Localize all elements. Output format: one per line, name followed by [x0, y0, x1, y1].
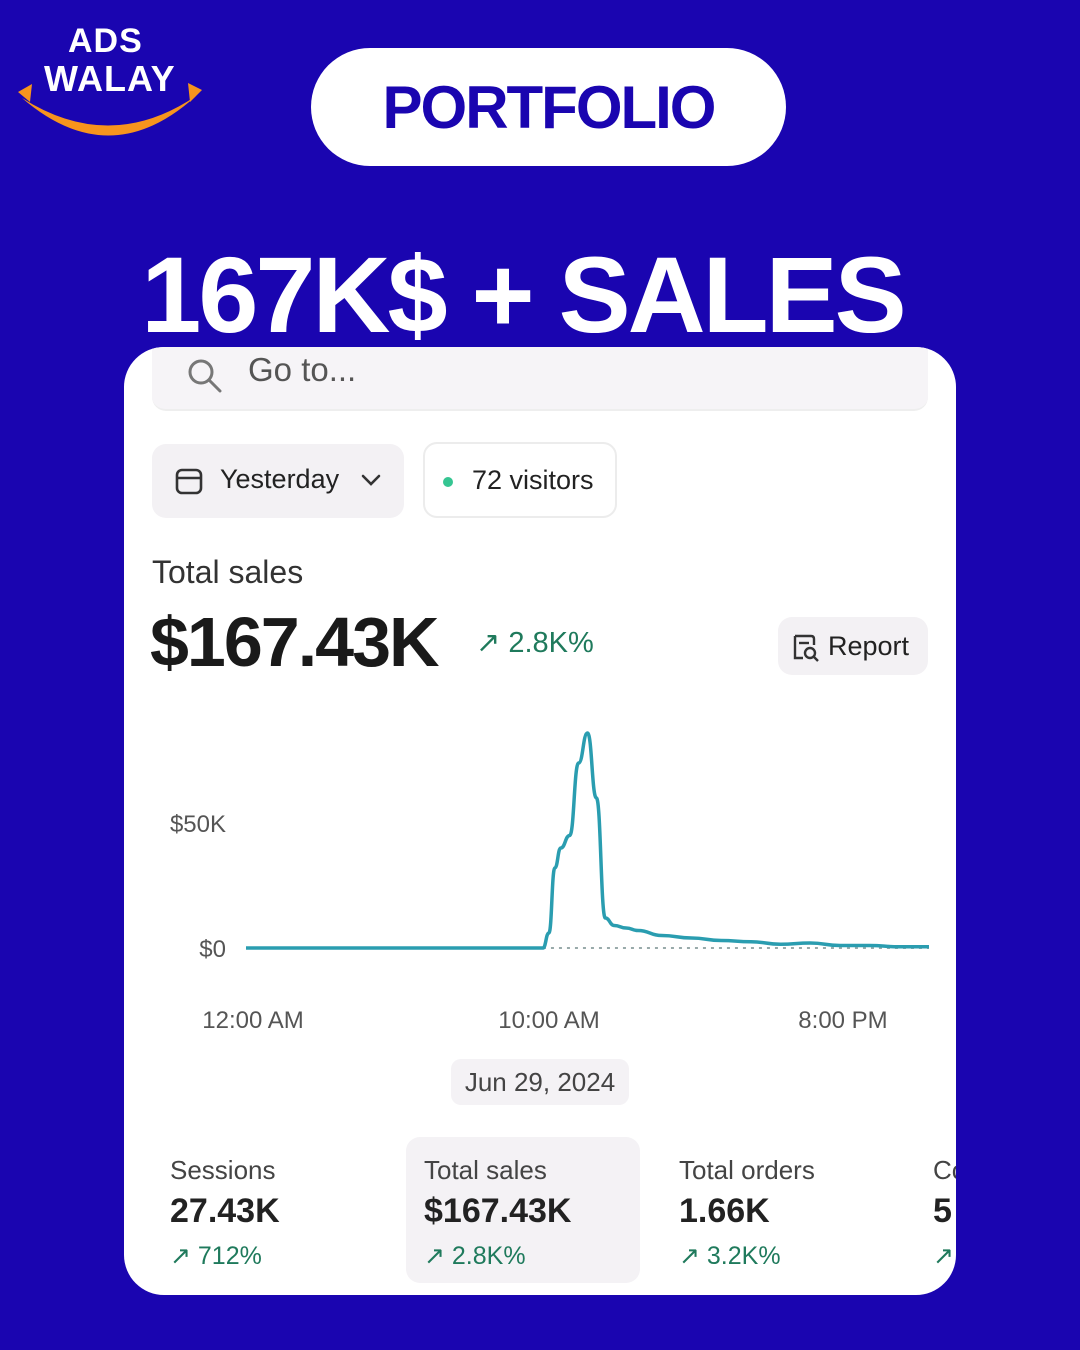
- metric-total-sales[interactable]: Total sales $167.43K ↗ 2.8K%: [424, 1155, 571, 1271]
- calendar-icon: [175, 468, 203, 495]
- metric-delta: ↗: [933, 1242, 954, 1270]
- metric-sessions[interactable]: Sessions 27.43K ↗ 712%: [170, 1155, 280, 1271]
- x-tick-label: 12:00 AM: [202, 1007, 303, 1034]
- logo-line-2: WALAY: [44, 58, 176, 99]
- y-tick-label: $0: [199, 936, 226, 963]
- report-label: Report: [828, 631, 910, 661]
- metric-label: Co: [933, 1155, 956, 1185]
- search-placeholder: Go to...: [248, 351, 357, 388]
- report-icon: [793, 634, 819, 662]
- date-filter-button[interactable]: Yesterday: [152, 444, 404, 518]
- portfolio-badge: PORTFOLIO: [311, 48, 786, 166]
- metric-label: Sessions: [170, 1155, 276, 1185]
- metric-label: Total orders: [679, 1155, 815, 1185]
- date-filter-label: Yesterday: [220, 464, 340, 494]
- report-button[interactable]: Report: [778, 617, 928, 675]
- adswalay-logo: ADS WALAY: [18, 22, 203, 136]
- metric-label: Total sales: [424, 1155, 547, 1185]
- dashboard-card: Go to... Yesterday 72 visitors Total sal…: [124, 347, 956, 1295]
- x-tick-label: 10:00 AM: [498, 1007, 599, 1034]
- y-tick-label: $50K: [170, 811, 226, 838]
- live-dot-icon: [443, 477, 453, 487]
- logo-smile-icon: [18, 83, 202, 136]
- headline: 167K$ + SALES: [141, 234, 906, 355]
- metric-value: 27.43K: [170, 1192, 280, 1230]
- metric-highlight: [406, 1137, 640, 1283]
- metric-conversion[interactable]: Co 5 ↗: [933, 1155, 956, 1271]
- metric-value: $167.43K: [424, 1192, 572, 1230]
- metric-value: 1.66K: [679, 1192, 770, 1230]
- chevron-down-icon: [361, 474, 381, 486]
- logo-line-1: ADS: [68, 22, 143, 60]
- x-tick-label: 8:00 PM: [798, 1007, 887, 1034]
- total-sales-delta: ↗ 2.8K%: [476, 627, 594, 659]
- metric-delta: ↗ 3.2K%: [679, 1242, 781, 1270]
- metric-value: 5: [933, 1192, 952, 1230]
- search-icon: [188, 359, 222, 393]
- metric-delta: ↗ 2.8K%: [424, 1242, 526, 1270]
- total-sales-value: $167.43K: [150, 603, 440, 681]
- metric-total-orders[interactable]: Total orders 1.66K ↗ 3.2K%: [679, 1155, 815, 1271]
- sales-series-line: [246, 731, 929, 950]
- visitors-button[interactable]: 72 visitors: [423, 442, 617, 518]
- visitors-label: 72 visitors: [472, 465, 594, 495]
- metric-delta: ↗ 712%: [170, 1242, 262, 1270]
- chart-date-label: Jun 29, 2024: [451, 1059, 629, 1105]
- total-sales-label: Total sales: [152, 554, 304, 590]
- sales-line-chart: $50K $0 12:00 AM 10:00 AM 8:00 PM: [170, 731, 929, 1034]
- search-bar[interactable]: Go to...: [152, 347, 928, 411]
